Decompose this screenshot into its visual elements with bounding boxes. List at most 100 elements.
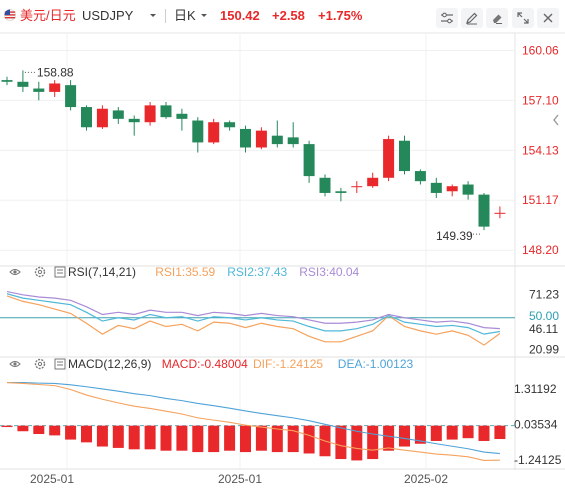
candle [271,135,283,145]
macd-bar [446,425,458,440]
close-icon[interactable] [537,8,559,28]
rsi-tick-label: 50.00 [529,309,559,323]
price-tick-label: 157.10 [522,93,559,107]
macd-bar [224,425,236,451]
candle [112,110,124,119]
collapse-left-icon[interactable] [551,112,561,133]
candle [287,137,299,145]
macd-bar [303,425,315,454]
time-tick-label: 2025-02 [404,472,448,486]
chart-toolbar: 美元/日元 USDJPY 日K 150.42 +2.58 +1.75% [0,0,565,33]
candle [224,122,236,128]
candle [96,108,108,128]
macd-bar [351,425,363,461]
macd-tick-label: 1.31192 [514,382,557,396]
macd-bar [112,425,124,448]
indicator-settings-icon[interactable] [54,266,66,278]
macd-tick-label: 0.03534 [514,418,558,432]
eye-icon[interactable] [9,269,21,275]
symbol-name[interactable]: 美元/日元 [20,8,76,23]
gear-icon[interactable] [34,358,46,370]
time-tick-label: 2025-01 [218,472,262,486]
macd-bar [33,425,45,435]
dif-line [6,382,500,461]
chevron-down-icon[interactable] [200,8,208,27]
macd-bar [96,425,108,447]
time-tick-label: 2025-01 [30,472,74,486]
macd-bar [287,425,299,453]
rsi-line-rsi3 [6,290,500,330]
candle [33,88,45,92]
symbol-code[interactable]: USDJPY [82,8,134,23]
candle [383,139,395,178]
macd-bar [335,425,347,460]
indicator-settings-icon[interactable] [54,358,66,370]
gear-icon[interactable] [34,266,46,278]
candle [462,184,474,195]
settings-sliders-icon[interactable] [436,8,458,28]
macd-bar [160,425,172,451]
macd-legend-dea_line: DEA:-1.00123 [338,357,414,371]
candle [1,80,13,82]
candle [49,83,61,92]
eraser-icon[interactable] [486,8,508,28]
chevron-down-icon[interactable] [149,8,157,27]
eye-icon[interactable] [9,361,21,367]
candle [17,81,29,87]
candle [399,140,410,172]
price-tick-label: 151.17 [522,193,559,207]
candle [414,171,426,182]
candle [240,128,251,148]
macd-bar [1,425,13,428]
macd-label: MACD(12,26,9) [68,357,151,371]
macd-bar [192,425,204,453]
interval-selector[interactable]: 日K [174,8,196,23]
macd-bar [255,425,267,451]
macd-bar [128,425,140,450]
candle [430,182,442,193]
macd-bar [208,425,220,453]
candle [65,85,77,108]
candle [192,120,204,143]
candle [255,130,267,148]
price-change-pct: +1.75% [318,8,363,23]
macd-tick-label: -1.24125 [514,453,562,467]
candle [128,118,140,123]
toolbar-divider [165,9,166,23]
candle [367,177,379,187]
macd-bar [383,425,395,451]
macd-bar [176,425,188,451]
macd-legend-macd_line: DIF:-1.24125 [253,357,323,371]
rsi-tick-label: 71.23 [529,288,559,302]
price-tick-label: 160.06 [522,43,559,57]
price-change: +2.58 [272,8,305,23]
macd-bar [414,425,426,444]
rsi-tick-label: 46.11 [529,322,558,336]
rsi-legend-rsi2: RSI2:37.43 [227,265,287,279]
candle [478,194,490,227]
low-annotation: 149.39 [436,229,473,243]
candle [303,144,315,177]
macd-bar [430,425,442,441]
macd-bar [399,425,410,447]
macd-bar [81,425,92,443]
rsi-legend-rsi1: RSI1:35.59 [155,265,215,279]
candle [446,186,458,192]
macd-bar [65,425,77,440]
price-tick-label: 154.13 [522,143,559,157]
macd-bar [462,425,474,439]
fullscreen-icon[interactable] [512,8,534,28]
candle [160,105,172,118]
rsi-legend-rsi3: RSI3:40.04 [299,265,359,279]
high-annotation: 158.88 [37,65,74,79]
macd-bar [367,425,379,460]
macd-bar [240,425,251,453]
flag-icon[interactable] [4,8,16,26]
macd-bar [144,425,156,450]
pencil-draw-icon[interactable] [461,8,483,28]
dea-line [7,382,500,455]
rsi-line-rsi1 [6,295,501,346]
candle [144,105,156,123]
